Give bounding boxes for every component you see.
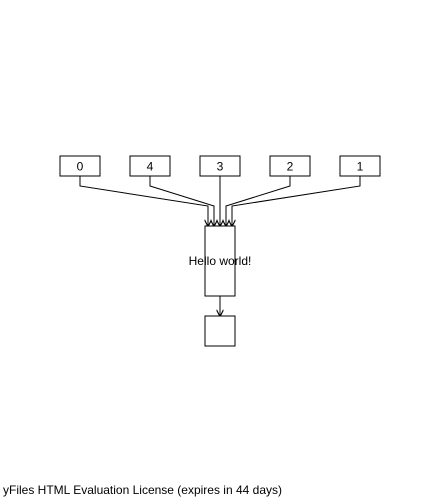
edge-2-to-hello[interactable] xyxy=(226,176,291,226)
edge-1-to-hello[interactable] xyxy=(232,176,361,226)
node-4-label: 4 xyxy=(147,160,154,174)
node-2-label: 2 xyxy=(287,160,294,174)
node-1[interactable]: 1 xyxy=(339,155,381,177)
node-4[interactable]: 4 xyxy=(129,155,171,177)
diagram-canvas: 0 4 3 2 1 Hello world! xyxy=(59,155,381,347)
top-nodes-group: 0 4 3 2 1 xyxy=(59,155,381,177)
node-1-label: 1 xyxy=(357,160,364,174)
node-3-label: 3 xyxy=(217,160,224,174)
node-3[interactable]: 3 xyxy=(199,155,241,177)
license-notice: yFiles HTML Evaluation License (expires … xyxy=(3,483,283,497)
edge-0-to-hello[interactable] xyxy=(79,176,208,226)
edges-group xyxy=(79,176,361,316)
node-hello-world-label: Hello world! xyxy=(189,254,252,268)
node-hello-world[interactable]: Hello world! xyxy=(189,225,252,297)
node-sink[interactable] xyxy=(204,315,236,347)
node-0[interactable]: 0 xyxy=(59,155,101,177)
node-2[interactable]: 2 xyxy=(269,155,311,177)
node-0-label: 0 xyxy=(77,160,84,174)
edge-4-to-hello[interactable] xyxy=(149,176,214,226)
